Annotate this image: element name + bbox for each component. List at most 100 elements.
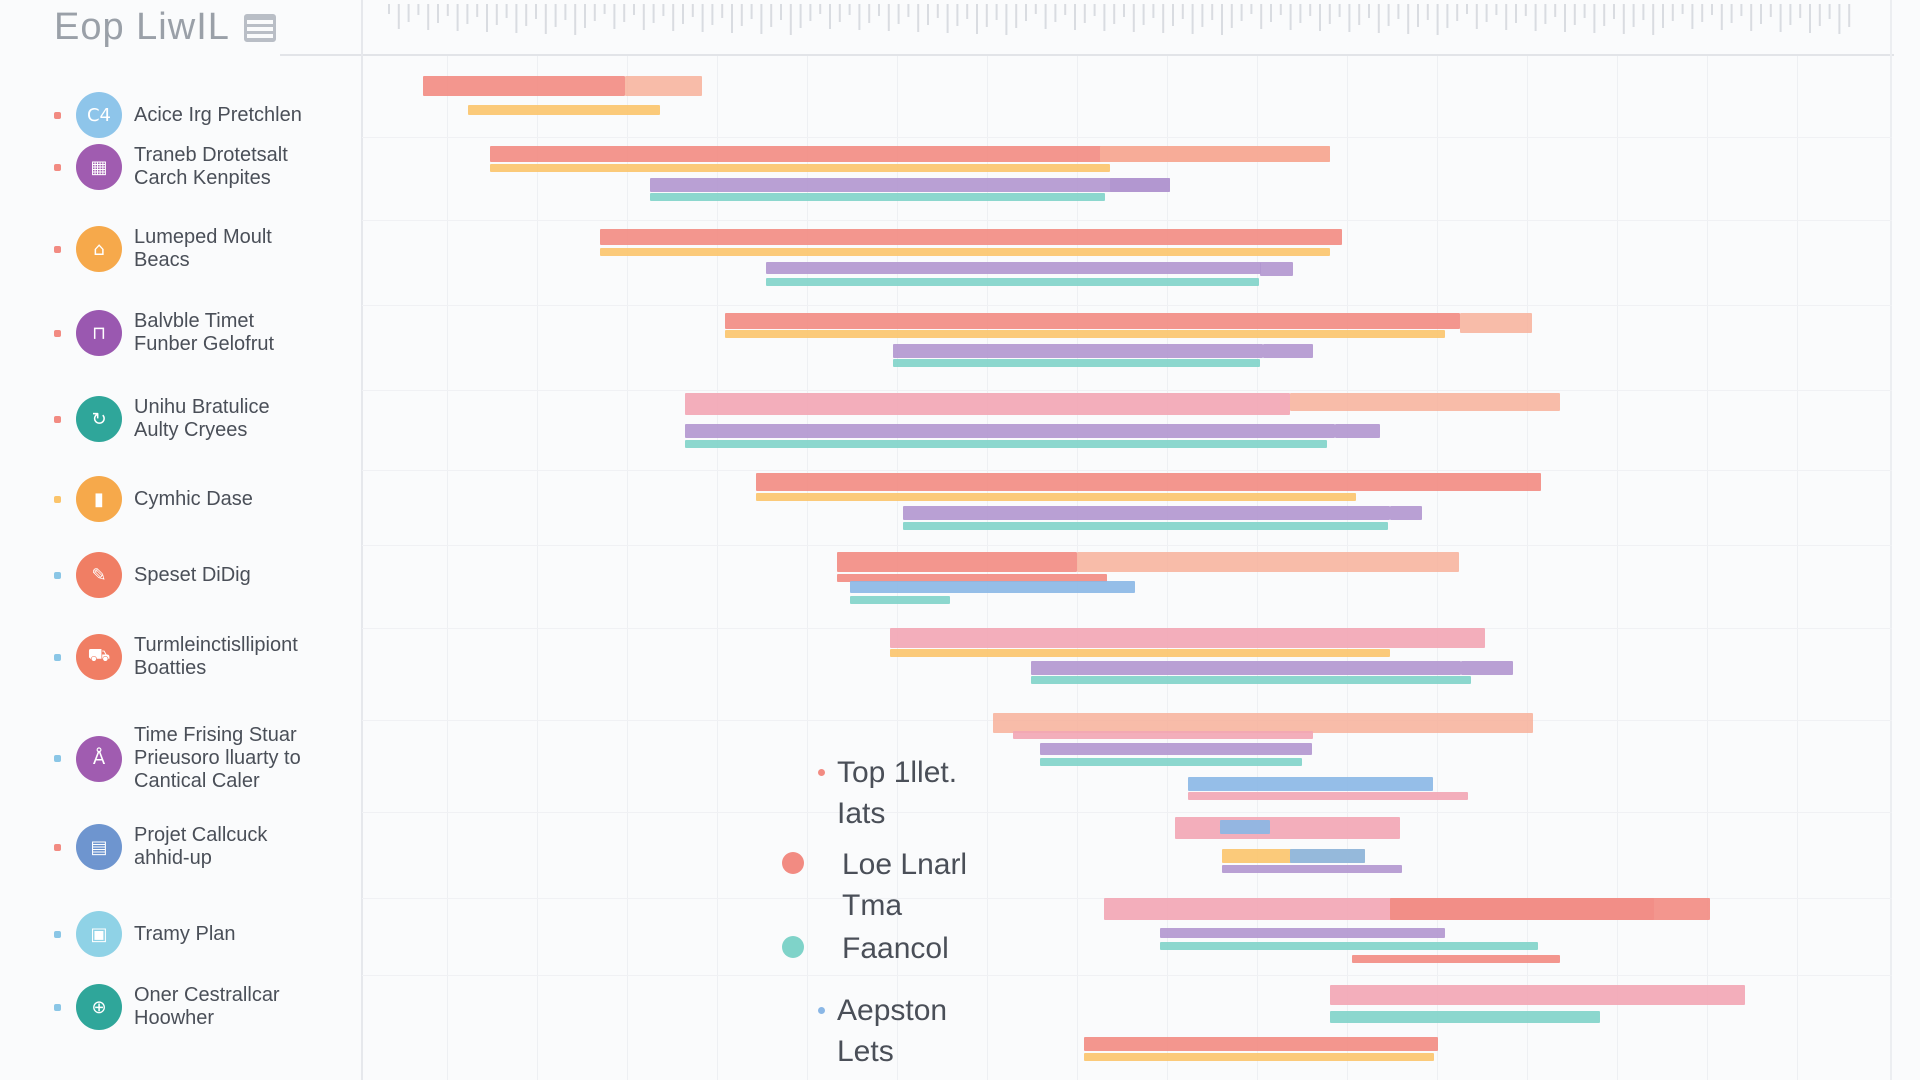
gantt-bar-teal[interactable] [1330,1011,1600,1023]
gantt-bar-coral[interactable] [725,313,1460,329]
gantt-bar-yellow[interactable] [468,105,660,115]
axis-tick [1407,4,1410,34]
gantt-bar-coral[interactable] [837,574,1107,582]
sidebar-item[interactable]: ↻ Unihu Bratulice Aulty Cryees [0,396,362,442]
gantt-bar-yellow[interactable] [490,164,1110,172]
gantt-bar-blue[interactable] [1290,849,1365,863]
gantt-bar-coral[interactable] [1390,898,1710,920]
gantt-bar-salmon[interactable] [1290,393,1560,411]
list-icon[interactable] [243,13,276,42]
axis-tick [652,4,655,23]
axis-tick [750,4,753,19]
gantt-bar-teal[interactable] [1160,942,1538,950]
sidebar-item[interactable]: Å Time Frising Stuar Prieusoro lluarty t… [0,724,362,793]
legend-item[interactable]: Top 1llet. Iats [818,752,957,834]
gantt-bar-pink[interactable] [890,628,1485,648]
timeline-axis-ticks [388,4,1851,35]
axis-tick [1387,4,1390,26]
gantt-bar-blue[interactable] [1220,820,1270,834]
gantt-bar-teal[interactable] [1040,758,1302,766]
gantt-bar-teal[interactable] [650,193,1105,201]
gantt-bar-purple[interactable] [1335,424,1380,438]
gantt-bar-purple[interactable] [1160,928,1445,938]
status-dot [54,843,61,851]
book-icon: ▮ [76,476,122,522]
gantt-bar-purple[interactable] [893,344,1263,358]
axis-tick [593,4,596,21]
legend-item[interactable]: Faancol [782,928,949,969]
gantt-bar-salmon[interactable] [1460,313,1532,333]
gantt-bar-purple[interactable] [650,178,1170,192]
gantt-bar-purple[interactable] [1461,661,1513,675]
sidebar-item[interactable]: ⊓ Balvble Timet Funber Gelofrut [0,310,362,356]
gantt-bar-purple[interactable] [1222,865,1402,873]
gantt-bar-purple[interactable] [1390,506,1422,520]
gridline-horizontal [362,305,1892,306]
axis-tick [887,4,890,31]
gantt-bar-teal[interactable] [893,359,1260,367]
gantt-bar-pink[interactable] [1330,985,1745,1005]
gantt-bar-purple[interactable] [1110,178,1170,192]
axis-tick [1230,4,1233,28]
gantt-bar-blue[interactable] [850,581,1135,593]
gantt-bar-teal[interactable] [850,596,950,604]
sidebar-item[interactable]: ▣ Tramy Plan [0,911,362,957]
gantt-bar-yellow[interactable] [890,649,1390,657]
gantt-bar-yellow[interactable] [600,248,1330,256]
gantt-bar-coral[interactable] [600,229,1342,245]
sidebar-item-label: Turmleinctisllipiont Boatties [134,634,298,679]
page-title: Eop LiwIL [54,6,276,49]
gantt-bar-purple[interactable] [903,506,1390,520]
sidebar-item[interactable]: ✎ Speset DiDig [0,552,362,598]
axis-tick [1083,4,1086,23]
gantt-bar-salmon[interactable] [993,713,1533,733]
gantt-bar-salmon[interactable] [625,76,702,96]
chat-icon: C4 [76,92,122,138]
axis-tick [1495,4,1498,15]
axis-tick [1779,4,1782,32]
gantt-bar-purple[interactable] [766,262,1261,274]
gantt-bar-yellow[interactable] [1084,1053,1434,1061]
gantt-bar-salmon[interactable] [1077,552,1459,572]
gantt-bar-yellow[interactable] [725,330,1445,338]
axis-tick [858,4,861,30]
gantt-bar-teal[interactable] [903,522,1388,530]
gantt-bar-coral[interactable] [1084,1037,1438,1051]
gantt-bar-purple[interactable] [1263,344,1313,358]
gantt-bar-pink[interactable] [1175,817,1400,839]
gantt-bar-teal[interactable] [1031,676,1471,684]
sidebar-item[interactable]: C4 Acice Irg Pretchlen [0,92,362,138]
sidebar-item[interactable]: ▤ Projet Callcuck ahhid-up [0,824,362,870]
gantt-bar-coral[interactable] [756,473,1541,491]
status-dot [54,1003,61,1011]
gantt-bar-pink[interactable] [685,393,1290,415]
gantt-bar-pink[interactable] [1013,731,1313,739]
gantt-bar-teal[interactable] [766,278,1259,286]
status-dot [54,495,61,503]
sidebar-item[interactable]: ▮ Cymhic Dase [0,476,362,522]
axis-tick [691,4,694,17]
legend-item[interactable]: Aepston Lets [818,990,947,1072]
gantt-bar-purple[interactable] [1260,262,1293,276]
sidebar-item[interactable]: ⊕ Oner Cestrallcar Hoowher [0,984,362,1030]
gantt-bar-pink[interactable] [1188,792,1468,800]
legend-item[interactable]: Loe Lnarl Tma [782,844,967,926]
gantt-bar-purple[interactable] [685,424,1335,438]
gantt-bar-yellow[interactable] [756,493,1356,501]
sidebar-item[interactable]: ⌂ Lumeped Moult Beacs [0,226,362,272]
gantt-bar-salmon[interactable] [1100,146,1330,162]
axis-tick [1828,4,1831,19]
sidebar-item[interactable]: ▦ Traneb Drotetsalt Carch Kenpites [0,144,362,190]
gantt-bar-purple[interactable] [1031,661,1461,675]
sidebar-item[interactable]: ⛟ Turmleinctisllipiont Boatties [0,634,362,680]
axis-tick [1691,4,1694,29]
gantt-bar-teal[interactable] [685,440,1327,448]
gantt-bar-purple[interactable] [1040,743,1312,755]
axis-tick [1162,4,1165,33]
gantt-bar-blue[interactable] [1188,777,1433,791]
axis-tick [623,4,626,22]
gantt-bar-coral[interactable] [1352,955,1560,963]
gantt-bar-coral[interactable] [423,76,625,96]
gantt-bar-coral[interactable] [837,552,1077,572]
axis-tick [1760,4,1762,24]
